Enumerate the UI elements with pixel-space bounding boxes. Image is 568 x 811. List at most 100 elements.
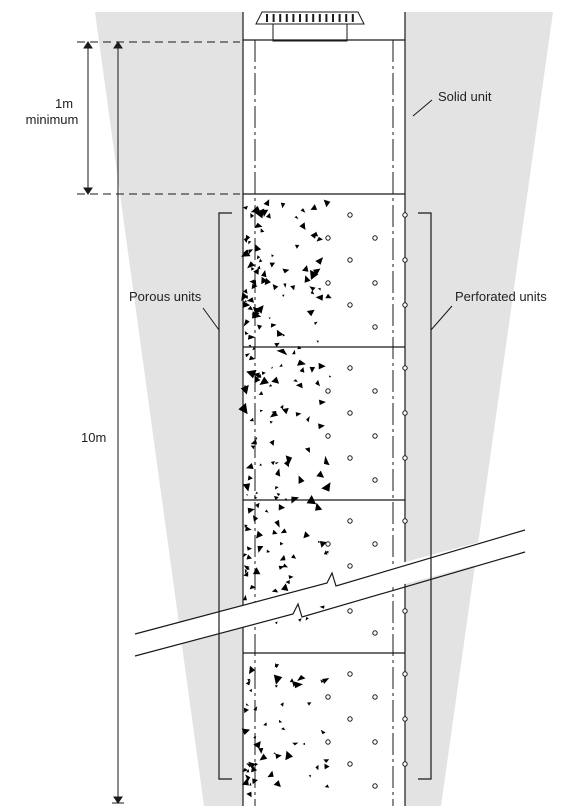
perforation-hole: [372, 739, 378, 745]
aggregate-chip: [280, 202, 286, 209]
perforated-units-bracket: [418, 212, 432, 780]
aggregate-chip: [247, 334, 256, 340]
aggregate-chip: [309, 286, 316, 291]
perforation-hole: [347, 563, 353, 569]
aggregate-chip: [320, 679, 324, 684]
aggregate-chip: [314, 321, 318, 326]
aggregate-chip: [271, 254, 274, 258]
aggregate-chip: [243, 565, 250, 570]
aggregate-chip: [243, 249, 248, 255]
aggregate-chip: [246, 554, 252, 560]
aggregate-chip: [294, 216, 299, 220]
aggregate-chip: [278, 504, 286, 511]
aggregate-chip: [247, 507, 255, 514]
aggregate-chip: [259, 409, 264, 413]
perforation-hole: [402, 212, 408, 218]
aggregate-chip: [247, 678, 251, 682]
aggregate-chip: [247, 305, 253, 311]
porous-units-bracket: [218, 212, 232, 780]
aggregate-chip: [270, 461, 275, 466]
aggregate-chip: [315, 294, 323, 301]
aggregate-chip: [306, 416, 310, 423]
aggregate-chip: [268, 384, 273, 387]
aggregate-chip: [246, 494, 248, 496]
perforation-hole: [325, 433, 331, 439]
aggregate-chip: [263, 199, 270, 207]
aggregate-chip: [292, 742, 299, 746]
aggregate-chip: [279, 541, 284, 546]
aggregate-chip: [259, 258, 263, 263]
perforation-hole: [347, 212, 353, 218]
aggregate-chip: [242, 301, 251, 308]
aggregate-chip: [238, 402, 248, 415]
aggregate-chip: [248, 761, 257, 769]
aggregate-chip: [245, 353, 251, 358]
aggregate-chip: [261, 276, 268, 285]
aggregate-chip: [275, 753, 282, 759]
aggregate-chip: [315, 764, 319, 771]
aggregate-chip: [258, 391, 264, 395]
aggregate-chip: [252, 778, 258, 785]
perforation-hole: [325, 739, 331, 745]
aggregate-chip: [280, 528, 287, 534]
aggregate-chip: [245, 463, 254, 469]
aggregate-chip: [282, 333, 285, 337]
aggregate-chip: [266, 549, 271, 553]
aggregate-chip: [255, 491, 258, 495]
aggregate-chip: [257, 546, 264, 553]
perforation-hole: [347, 410, 353, 416]
aggregate-chip: [245, 526, 252, 532]
perforation-hole: [347, 716, 353, 722]
aggregate-chip: [317, 288, 321, 291]
aggregate-chip: [284, 459, 289, 468]
aggregate-chip: [280, 702, 284, 707]
aggregate-chip: [304, 275, 311, 283]
aggregate-chip: [310, 290, 315, 295]
aggregate-chip: [302, 742, 305, 746]
aggregate-chip: [312, 231, 319, 237]
aggregate-chip: [244, 300, 248, 303]
aggregate-chip: [244, 331, 249, 335]
aggregate-chip: [274, 462, 279, 465]
aggregate-chip: [251, 312, 260, 319]
aggregate-chip: [264, 277, 271, 286]
aggregate-chip: [316, 236, 323, 242]
aggregate-chip: [323, 759, 330, 763]
aggregate-chip: [310, 269, 319, 280]
aggregate-chip: [250, 205, 261, 213]
perforation-hole: [402, 302, 408, 308]
label-10m: 10m: [81, 430, 106, 445]
aggregate-chip: [246, 369, 257, 379]
aggregate-chip: [250, 445, 255, 450]
aggregate-chip: [244, 524, 248, 528]
aggregate-chip: [259, 463, 263, 466]
aggregate-chip: [257, 255, 261, 260]
perforation-hole: [325, 235, 331, 241]
aggregate-chip: [254, 496, 258, 500]
aggregate-chip: [316, 340, 319, 343]
aggregate-chip: [293, 379, 298, 382]
aggregate-chip: [308, 774, 312, 778]
aggregate-chip: [253, 372, 260, 379]
aggregate-chip: [306, 309, 315, 317]
aggregate-chip: [261, 270, 267, 278]
aggregate-chip: [312, 268, 321, 276]
aggregate-chip: [305, 617, 309, 621]
aggregate-chip: [328, 375, 332, 378]
perforation-hole: [402, 455, 408, 461]
aggregate-chip: [261, 371, 266, 376]
perforation-hole: [372, 388, 378, 394]
aggregate-chip: [279, 719, 283, 723]
aggregate-chip: [251, 283, 258, 290]
aggregate-chip: [309, 366, 316, 373]
aggregate-chip: [295, 412, 302, 417]
aggregate-chip: [250, 213, 254, 219]
aggregate-chip: [324, 763, 330, 770]
aggregate-chip: [285, 750, 293, 761]
aggregate-chip: [243, 553, 248, 558]
aggregate-chip: [252, 515, 259, 522]
perforation-hole: [372, 630, 378, 636]
perforation-hole: [402, 716, 408, 722]
perforation-hole: [347, 608, 353, 614]
aggregate-chip: [243, 384, 247, 388]
